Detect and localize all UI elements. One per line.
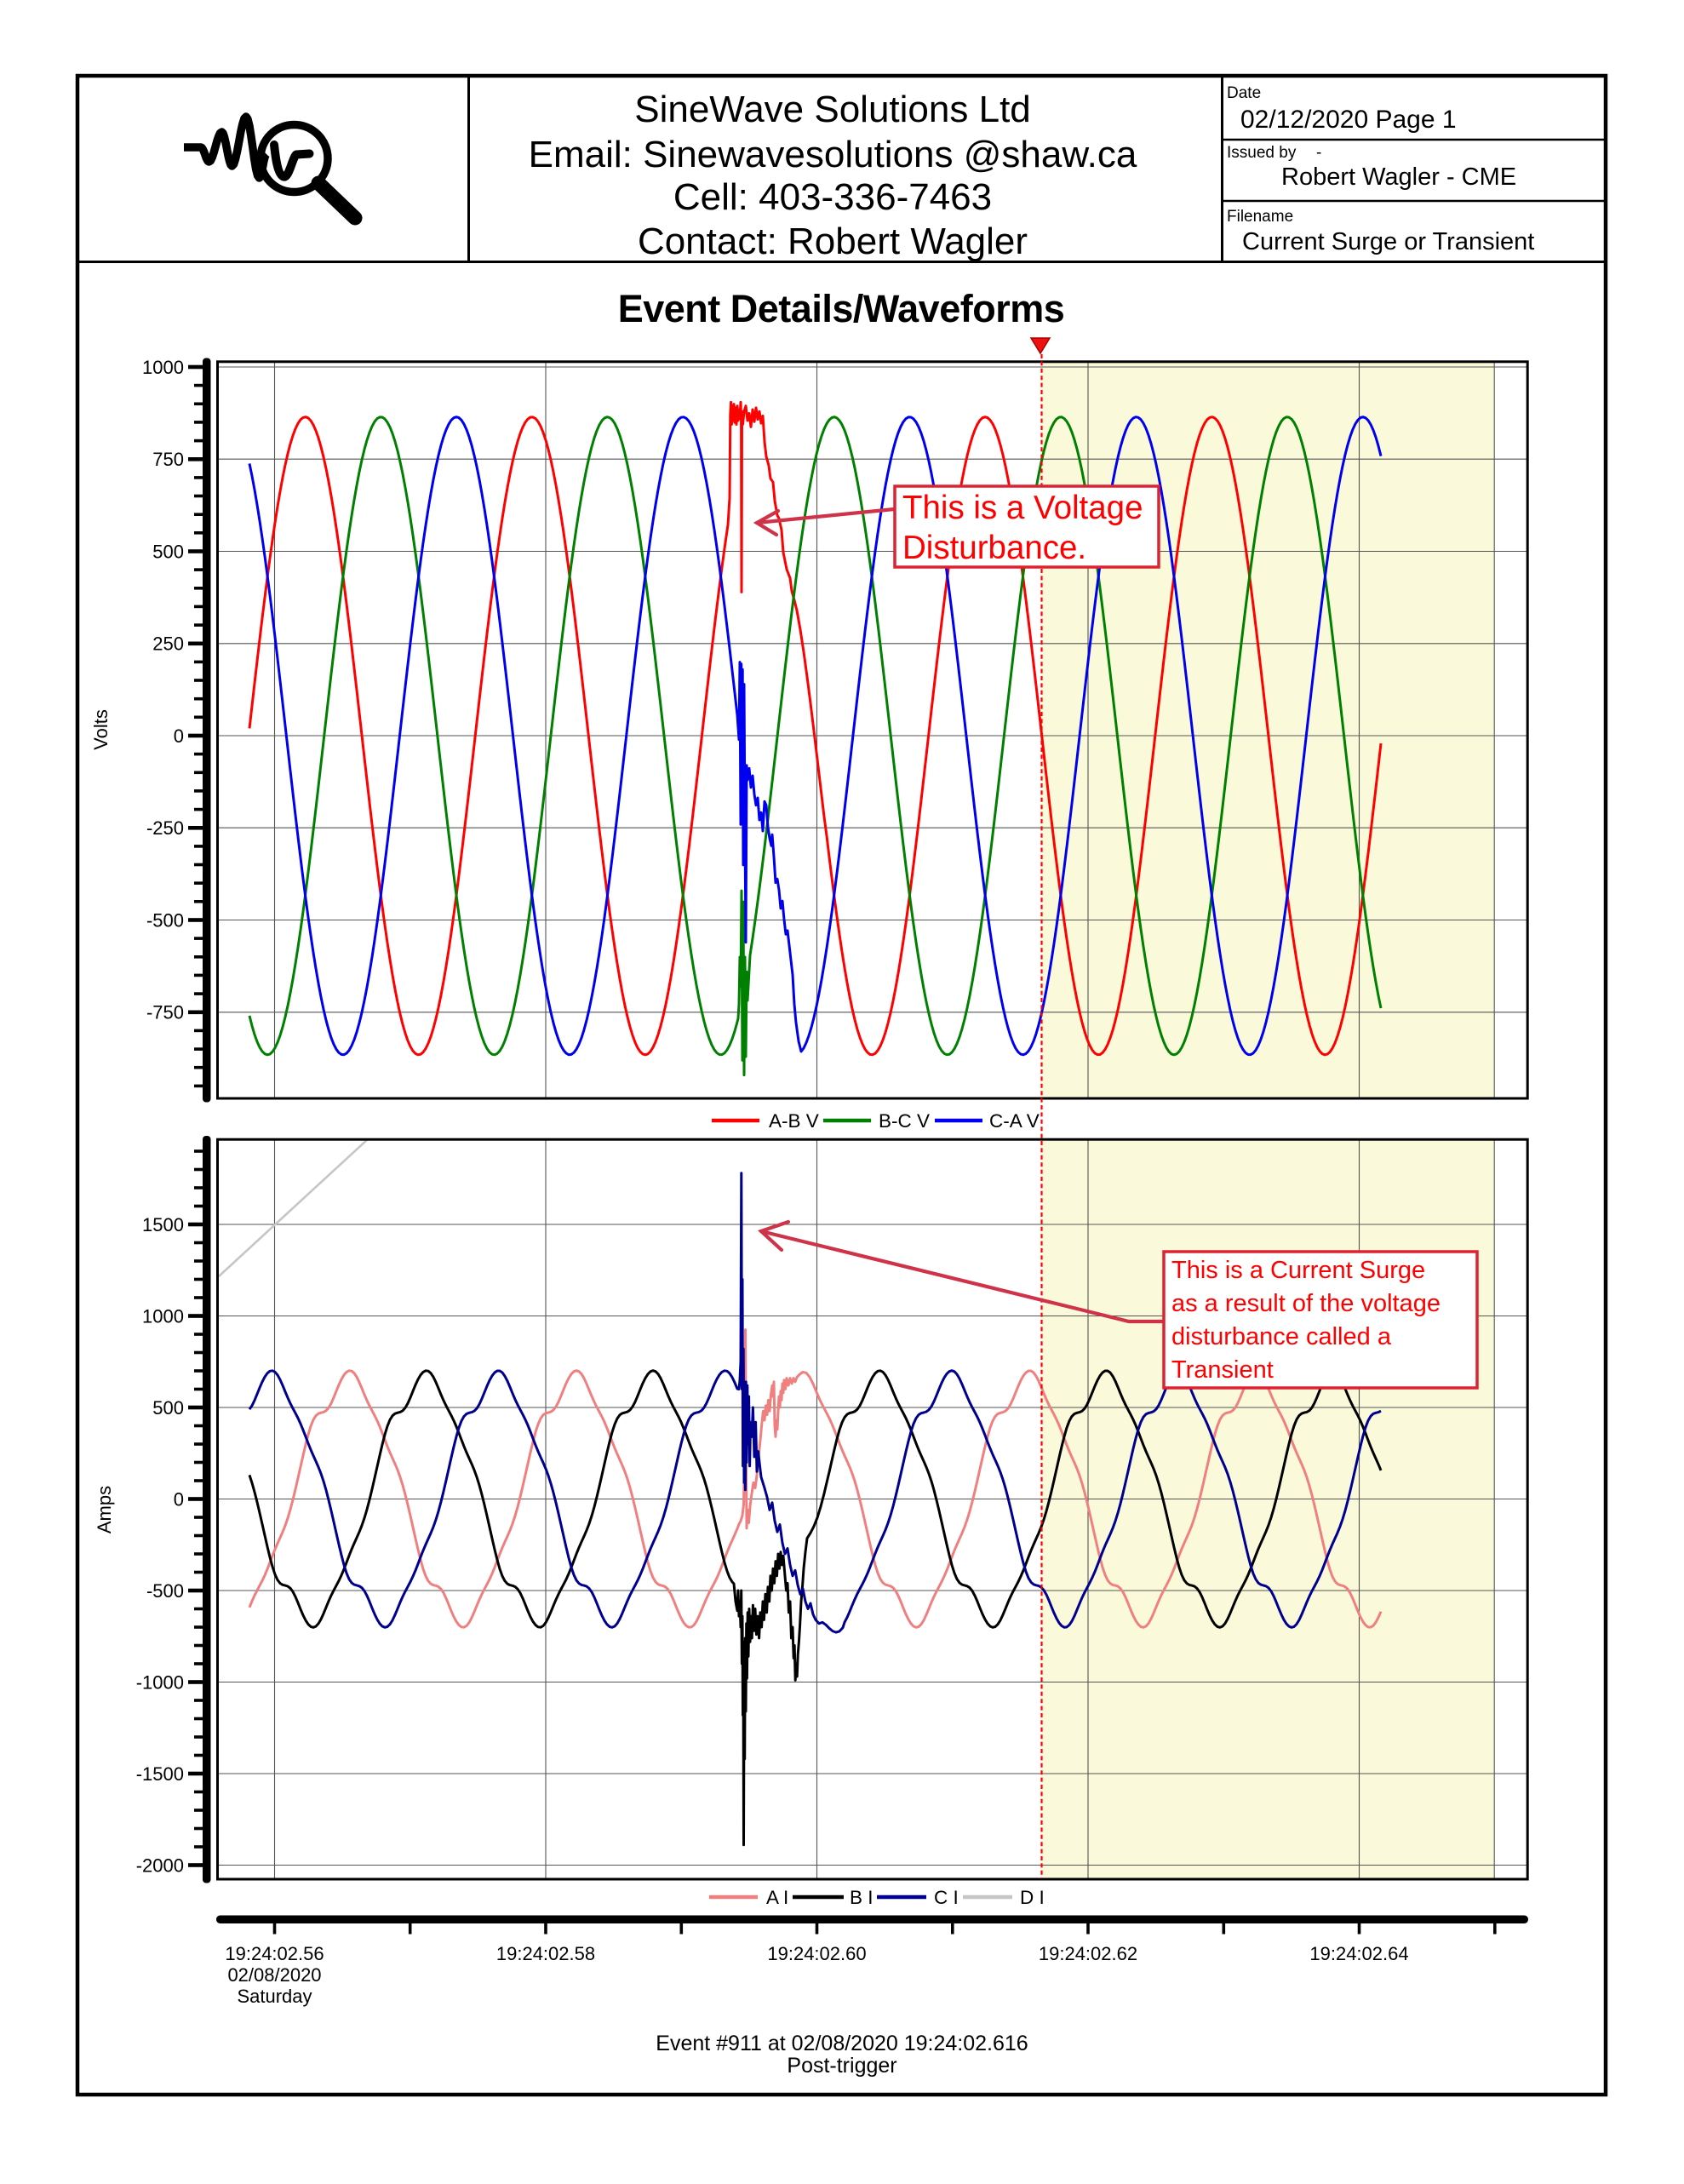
svg-text:19:24:02.60: 19:24:02.60 xyxy=(767,1943,866,1964)
svg-text:A I: A I xyxy=(766,1887,788,1908)
svg-text:Disturbance.: Disturbance. xyxy=(902,530,1086,566)
svg-text:Issued by: Issued by xyxy=(1227,144,1297,162)
svg-text:SineWave Solutions Ltd: SineWave Solutions Ltd xyxy=(634,89,1031,130)
svg-text:-500: -500 xyxy=(146,1580,184,1602)
svg-text:B-C V: B-C V xyxy=(879,1110,930,1132)
svg-text:500: 500 xyxy=(152,1397,184,1419)
svg-text:-750: -750 xyxy=(146,1002,184,1023)
svg-text:19:24:02.64: 19:24:02.64 xyxy=(1309,1943,1408,1964)
svg-text:Volts: Volts xyxy=(90,709,112,750)
svg-text:as a result of the voltage: as a result of the voltage xyxy=(1171,1290,1441,1317)
svg-text:-2000: -2000 xyxy=(136,1854,184,1876)
svg-text:Date: Date xyxy=(1227,84,1261,102)
svg-text:-1500: -1500 xyxy=(136,1763,184,1785)
svg-text:1000: 1000 xyxy=(142,357,184,378)
svg-text:Contact: Robert Wagler: Contact: Robert Wagler xyxy=(638,221,1028,262)
svg-text:Event Details/Waveforms: Event Details/Waveforms xyxy=(618,287,1065,330)
svg-text:02/08/2020: 02/08/2020 xyxy=(227,1964,321,1986)
svg-text:Robert Wagler - CME: Robert Wagler - CME xyxy=(1281,163,1516,191)
svg-text:0: 0 xyxy=(174,1488,184,1510)
svg-text:500: 500 xyxy=(152,541,184,562)
svg-text:Event #911 at 02/08/2020 19:24: Event #911 at 02/08/2020 19:24:02.616 xyxy=(656,2032,1028,2055)
svg-text:Cell: 403-336-7463: Cell: 403-336-7463 xyxy=(673,176,992,218)
svg-text:0: 0 xyxy=(174,725,184,747)
svg-text:19:24:02.62: 19:24:02.62 xyxy=(1039,1943,1137,1964)
svg-text:This is a Current Surge: This is a Current Surge xyxy=(1171,1257,1425,1284)
svg-text:-500: -500 xyxy=(146,909,184,931)
svg-text:C-A V: C-A V xyxy=(989,1110,1040,1132)
svg-text:19:24:02.56: 19:24:02.56 xyxy=(225,1943,324,1964)
svg-text:250: 250 xyxy=(152,633,184,655)
svg-text:1000: 1000 xyxy=(142,1305,184,1327)
svg-text:Post-trigger: Post-trigger xyxy=(787,2054,896,2078)
svg-text:C I: C I xyxy=(934,1887,959,1908)
svg-text:-1000: -1000 xyxy=(136,1671,184,1693)
svg-text:Saturday: Saturday xyxy=(237,1986,312,2007)
svg-text:-250: -250 xyxy=(146,817,184,839)
svg-text:Transient: Transient xyxy=(1171,1356,1274,1384)
svg-text:A-B V: A-B V xyxy=(769,1110,819,1132)
svg-text:02/12/2020 Page 1: 02/12/2020 Page 1 xyxy=(1240,106,1457,134)
svg-text:disturbance called a: disturbance called a xyxy=(1171,1323,1392,1350)
svg-text:750: 750 xyxy=(152,449,184,470)
svg-text:19:24:02.58: 19:24:02.58 xyxy=(496,1943,595,1964)
svg-text:Amps: Amps xyxy=(94,1486,115,1533)
svg-text:1500: 1500 xyxy=(142,1214,184,1235)
svg-text:This is a Voltage: This is a Voltage xyxy=(902,490,1143,526)
svg-text:Filename: Filename xyxy=(1227,208,1293,226)
svg-text:D I: D I xyxy=(1020,1887,1045,1908)
svg-text:Email: Sinewavesolutions @shaw: Email: Sinewavesolutions @shaw.ca xyxy=(529,134,1137,175)
svg-text:B I: B I xyxy=(850,1887,874,1908)
svg-text:Current Surge or Transient: Current Surge or Transient xyxy=(1242,228,1534,255)
svg-text:-: - xyxy=(1316,144,1321,162)
